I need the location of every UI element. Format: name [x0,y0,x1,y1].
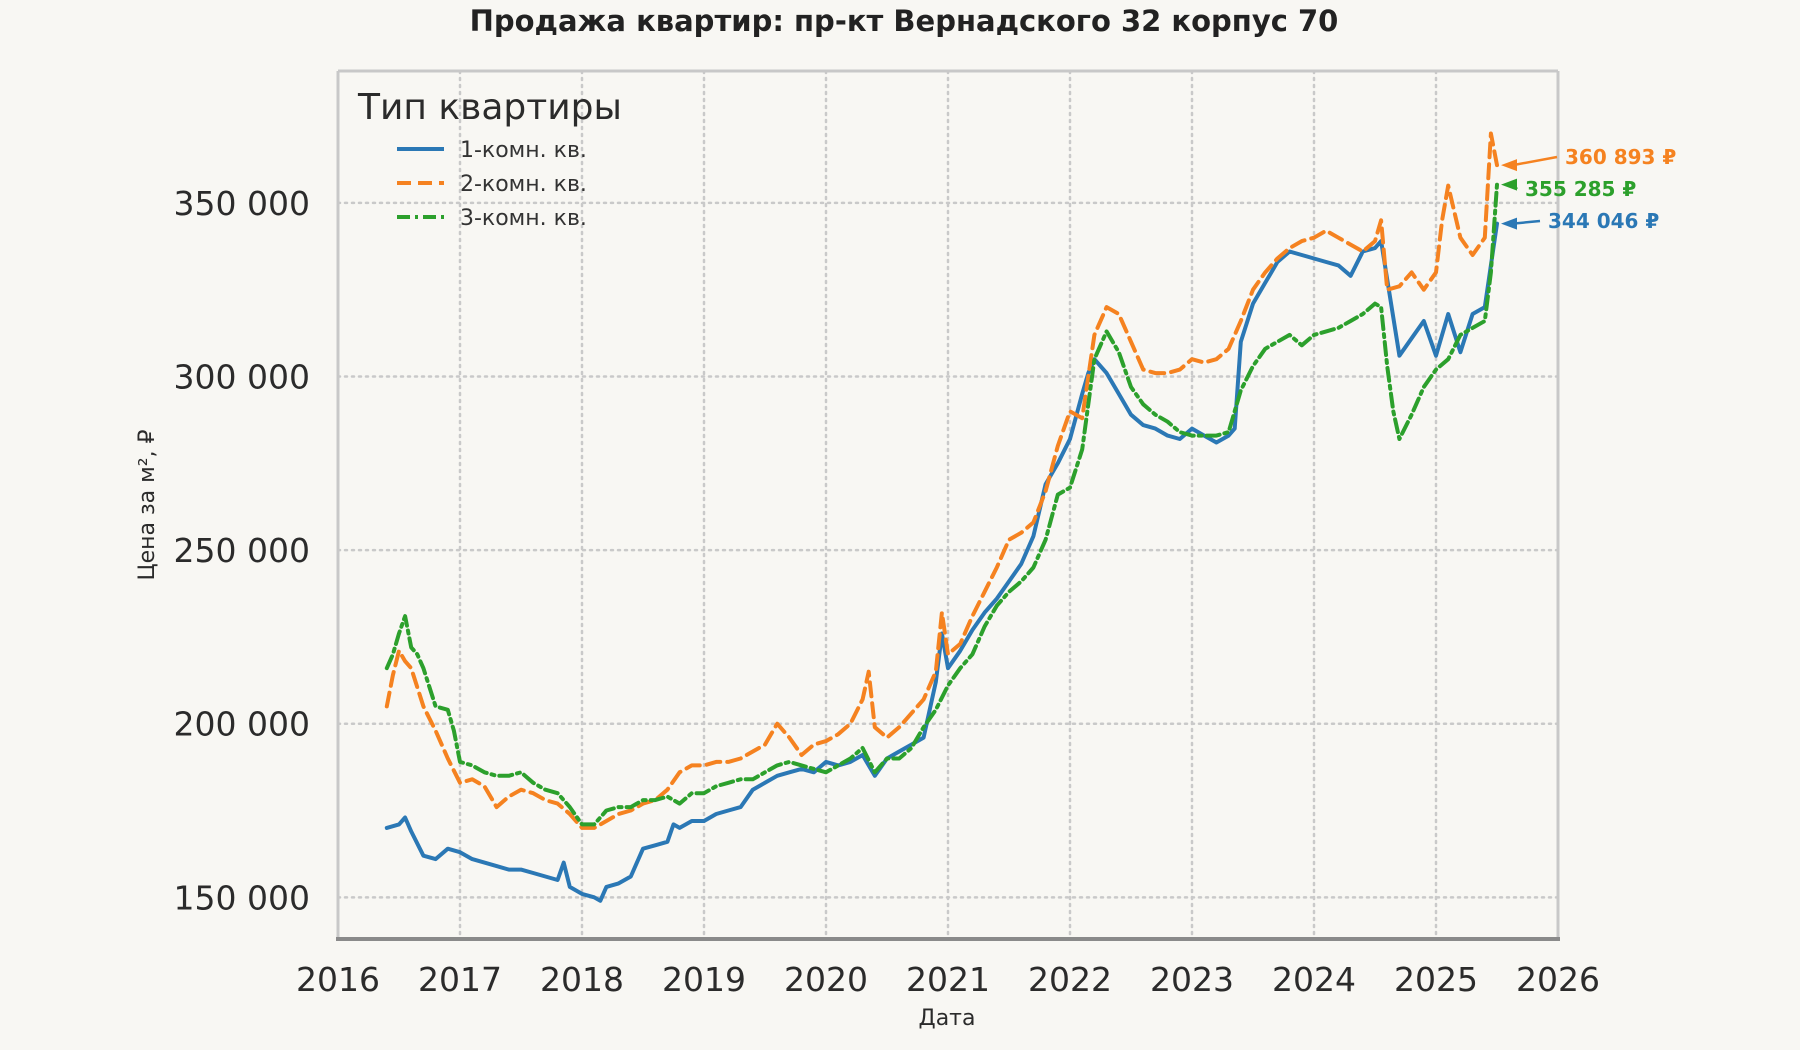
legend-label: 2-комн. кв. [460,172,587,197]
y-axis-label: Цена за м², ₽ [135,429,160,580]
x-tick-label: 2021 [906,960,990,999]
legend-items: 1-комн. кв. 2-комн. кв. 3-комн. кв. [397,138,587,231]
axis-ticks: 2016 2017 2018 2019 2020 2021 2022 2023 2024 2025… [174,184,1600,999]
annotation-label: 344 046 ₽ [1548,209,1659,233]
x-tick-label: 2016 [296,960,380,999]
annotation-arrowhead [1501,178,1517,191]
annotation-arrow [1512,155,1558,167]
legend-label: 1-комн. кв. [460,138,587,163]
annotation-label: 355 285 ₽ [1525,177,1636,201]
grid [336,69,1560,941]
x-tick-label: 2018 [540,960,624,999]
series-line-2 [384,131,1499,830]
series-lines [384,131,1499,903]
x-tick-label: 2023 [1150,960,1234,999]
last-value-annotations: 360 893 ₽ 355 285 ₽ 344 046 ₽ [1501,145,1676,233]
legend-label: 3-комн. кв. [460,206,587,231]
y-tick-label: 250 000 [174,531,310,570]
y-tick-label: 150 000 [174,878,310,917]
y-tick-label: 350 000 [174,184,310,223]
series-line-3 [384,182,1499,827]
x-tick-label: 2020 [784,960,868,999]
x-tick-label: 2017 [418,960,502,999]
x-axis-label: Дата [919,1006,976,1031]
y-tick-label: 300 000 [174,358,310,397]
chart-title: Продажа квартир: пр-кт Вернадского 32 ко… [470,4,1339,38]
y-tick-label: 200 000 [174,705,310,744]
x-tick-label: 2025 [1394,960,1478,999]
legend-title: Тип квартиры [357,87,622,128]
x-tick-label: 2022 [1028,960,1112,999]
annotation-arrow [1512,219,1541,225]
x-tick-label: 2026 [1516,960,1600,999]
legend: Тип квартиры 1-комн. кв. 2-комн. кв. 3-ком… [357,87,622,231]
annotation-arrowhead [1501,217,1517,230]
annotation-arrowhead [1501,159,1517,172]
x-tick-label: 2019 [662,960,746,999]
annotation-label: 360 893 ₽ [1565,145,1676,169]
x-tick-label: 2024 [1272,960,1356,999]
